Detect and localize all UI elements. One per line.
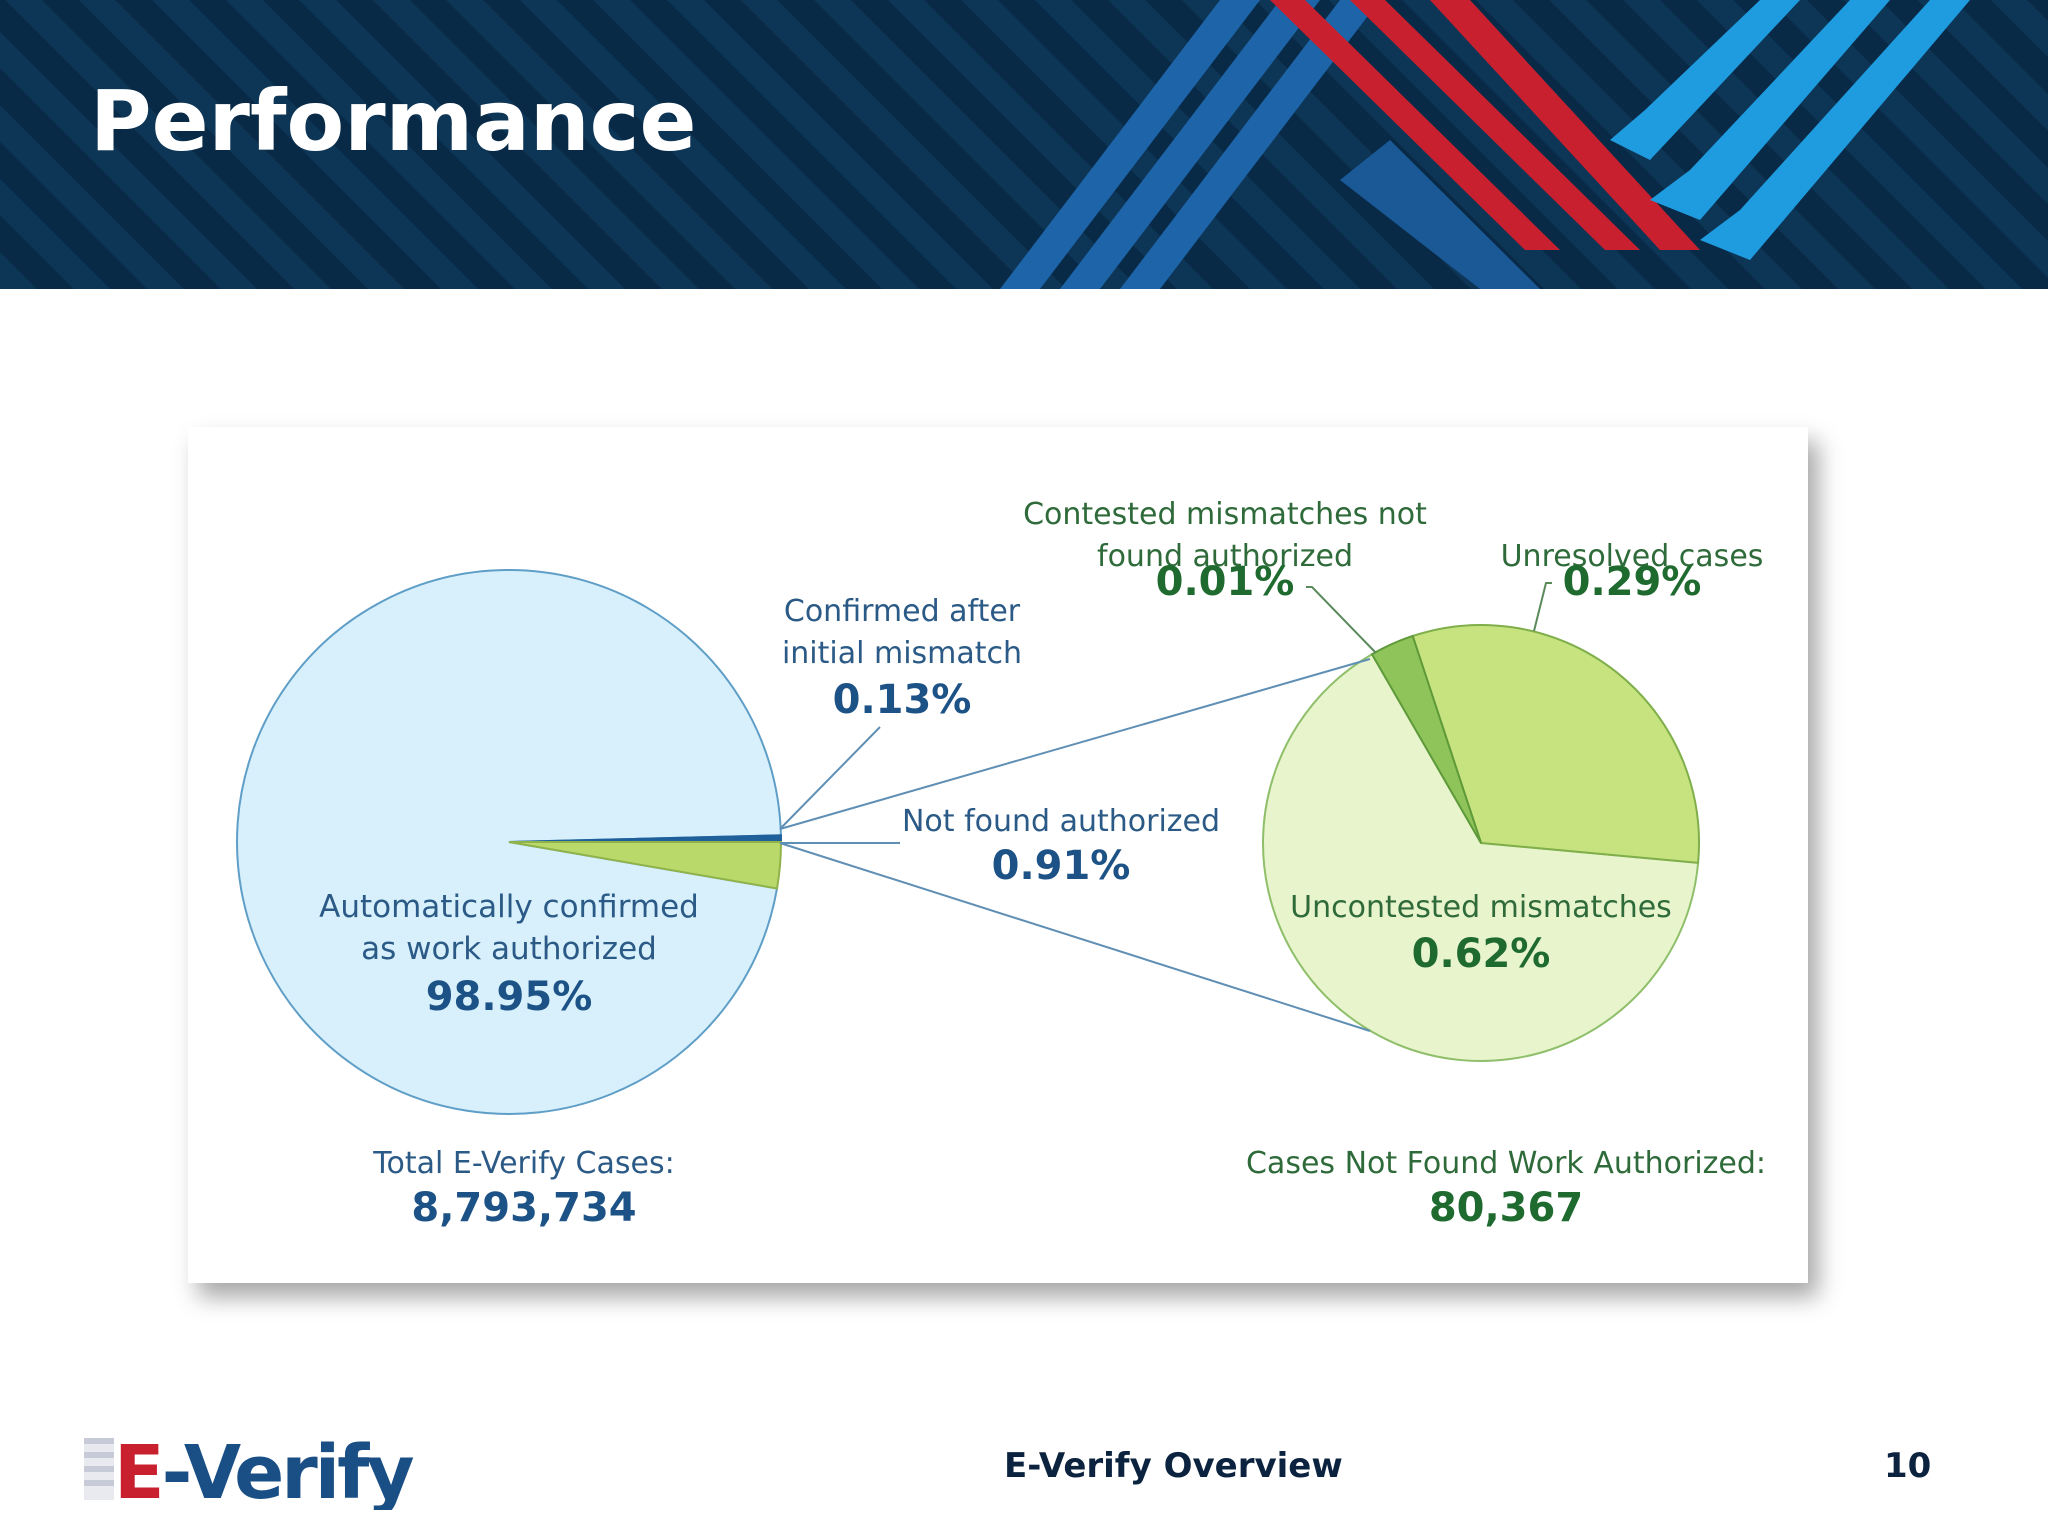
footer-title: E-Verify Overview — [1004, 1446, 1343, 1486]
flag-icon — [84, 1438, 114, 1500]
not-authorized-label: Cases Not Found Work Authorized: — [1246, 1146, 1766, 1181]
connector-lines — [779, 658, 1371, 1032]
stripe-group-light-blue — [1610, 0, 1970, 260]
nfa-label-line1: Not found authorized — [902, 804, 1220, 839]
contested-value: 0.01% — [1156, 559, 1295, 605]
auto-label-line1: Automatically confirmed — [319, 889, 699, 925]
contested-label-line1: Contested mismatches not — [1023, 497, 1427, 532]
logo-wordmark: E-Verify — [114, 1430, 413, 1510]
page-number: 10 — [1884, 1446, 1932, 1486]
blue-stripe — [1340, 140, 1540, 289]
pie-charts: Automatically confirmed as work authoriz… — [236, 497, 1766, 1231]
chart-figure: Automatically confirmed as work authoriz… — [188, 427, 1808, 1283]
green-leaders — [1306, 582, 1552, 654]
contested-label-line2: found authorized — [1097, 539, 1353, 574]
auto-value: 98.95% — [426, 974, 593, 1020]
confirmed-label-line2: initial mismatch — [782, 636, 1022, 671]
blue-stripe — [1000, 0, 1260, 289]
unresolved-label-line1: Unresolved cases — [1501, 539, 1764, 574]
slice-contested-mismatches — [1370, 634, 1482, 844]
total-cases-pie — [236, 569, 783, 1115]
not-authorized-value: 80,367 — [1429, 1185, 1583, 1231]
red-stripe — [1350, 0, 1640, 250]
confirmed-value: 0.13% — [833, 677, 972, 723]
title-banner: Performance — [0, 0, 2048, 289]
leader-confirmed — [779, 726, 881, 830]
leader-unresolved — [1533, 582, 1552, 632]
page-title: Performance — [90, 72, 697, 170]
light-blue-stripe — [1650, 0, 1890, 220]
connector-line-top — [779, 658, 1371, 830]
confirmed-label-line1: Confirmed after — [784, 594, 1021, 629]
red-stripe — [1430, 0, 1700, 250]
uncontested-label-line1: Uncontested mismatches — [1290, 890, 1672, 925]
slice-uncontested-mismatches — [1262, 652, 1700, 1062]
light-blue-stripe — [1700, 0, 1970, 260]
slice-unresolved-cases — [1411, 624, 1700, 864]
blue-stripe — [1060, 0, 1320, 289]
stripe-group-red — [1270, 0, 1700, 250]
light-blue-stripe — [1610, 0, 1800, 160]
diagonal-stripes-graphic — [1000, 0, 1970, 289]
uncontested-value: 0.62% — [1412, 931, 1551, 977]
e-verify-logo: E-Verify — [84, 1430, 416, 1510]
stripe-group-blue — [1000, 0, 1540, 289]
red-stripe — [1270, 0, 1560, 250]
not-authorized-pie — [1262, 624, 1700, 1062]
connector-line-bottom — [779, 842, 1371, 1032]
auto-label-line2: as work authorized — [361, 931, 657, 967]
unresolved-value: 0.29% — [1563, 559, 1702, 605]
nfa-value: 0.91% — [992, 843, 1131, 889]
leader-contested — [1306, 586, 1377, 654]
total-cases-label: Total E-Verify Cases: — [372, 1146, 674, 1181]
blue-stripe — [1120, 0, 1380, 289]
total-cases-value: 8,793,734 — [411, 1185, 636, 1231]
